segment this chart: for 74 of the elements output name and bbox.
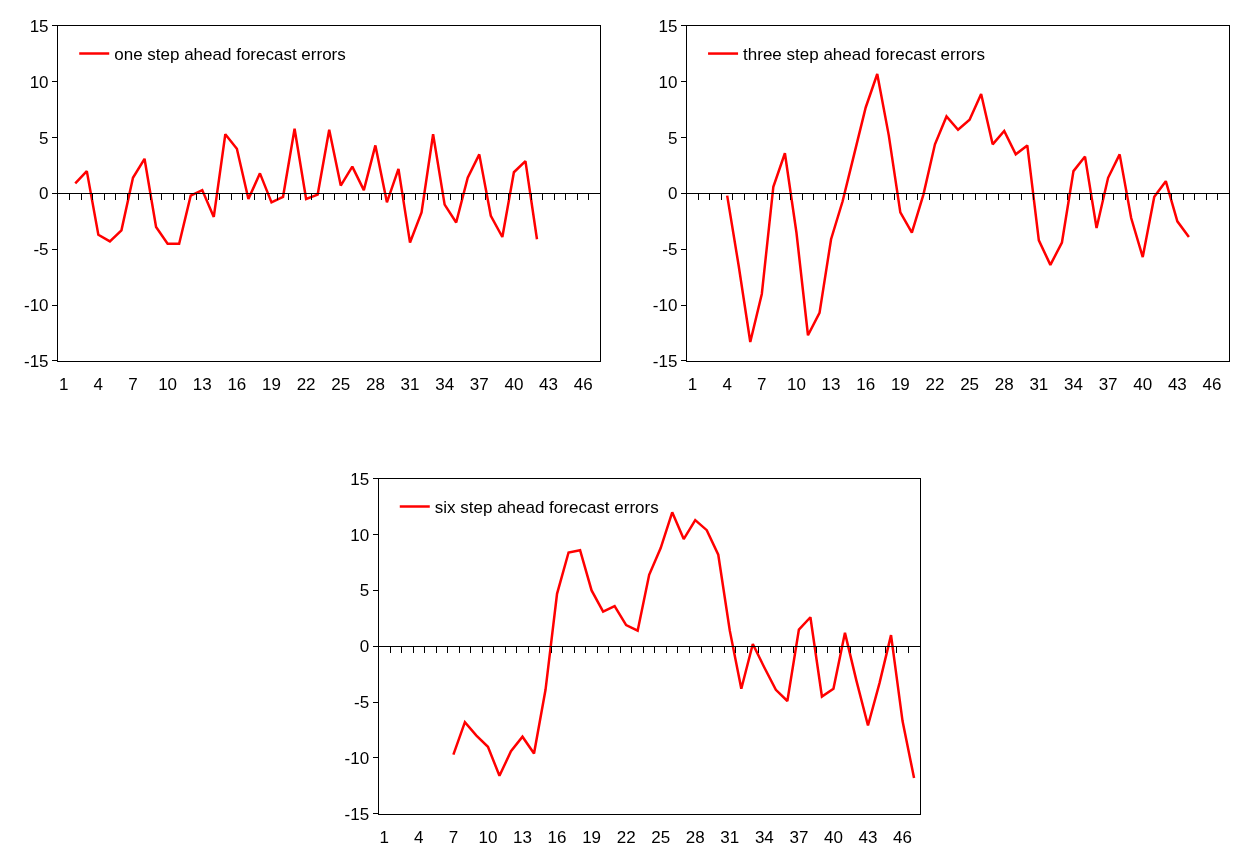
- x-tick-label: 25: [651, 828, 671, 848]
- x-tick-label: 43: [539, 375, 558, 395]
- x-tick-label: 7: [757, 375, 767, 395]
- x-tick-label: 13: [821, 375, 841, 395]
- y-tick-label: 15: [350, 469, 370, 489]
- y-tick-label: 10: [29, 72, 49, 92]
- x-tick-label: 25: [331, 375, 351, 395]
- y-tick-label: 15: [29, 16, 49, 36]
- y-tick-label: -10: [344, 748, 370, 768]
- y-tick-label: -5: [354, 693, 370, 713]
- x-tick-label: 43: [1167, 375, 1187, 395]
- y-tick-label: -10: [23, 296, 49, 316]
- x-tick-label: 22: [616, 828, 636, 848]
- x-tick-label: 16: [547, 828, 567, 848]
- y-tick-label: 0: [667, 184, 678, 204]
- y-tick-label: 15: [658, 16, 678, 36]
- y-tick-label: -15: [344, 804, 370, 824]
- x-tick-label: 1: [687, 375, 698, 395]
- x-tick-label: 1: [58, 375, 69, 395]
- x-tick-label: 28: [685, 828, 705, 848]
- x-tick-label: 7: [448, 828, 459, 848]
- x-tick-label: 4: [722, 375, 732, 395]
- x-tick-label: 34: [435, 375, 455, 395]
- line-series: [725, 72, 1191, 344]
- x-tick-label: 28: [365, 375, 385, 395]
- x-tick-label: 37: [789, 828, 809, 848]
- x-tick-label: 4: [414, 828, 424, 848]
- x-tick-label: 46: [573, 375, 593, 395]
- line-series: [74, 127, 539, 245]
- x-tick-label: 46: [1202, 375, 1222, 395]
- x-tick-label: 19: [262, 375, 281, 395]
- x-tick-label: 13: [192, 375, 212, 395]
- x-tick-label: 25: [960, 375, 980, 395]
- y-tick-label: -15: [652, 351, 678, 371]
- x-tick-label: 22: [296, 375, 316, 395]
- y-tick-label: 10: [658, 72, 678, 92]
- x-tick-label: 19: [582, 828, 602, 848]
- y-tick-label: 0: [359, 637, 370, 657]
- x-tick-label: 10: [158, 375, 178, 395]
- x-tick-label: 34: [1064, 375, 1083, 395]
- x-tick-label: 28: [994, 375, 1014, 395]
- x-tick-label: 1: [379, 828, 390, 848]
- x-tick-label: 16: [227, 375, 247, 395]
- x-tick-label: 7: [128, 375, 138, 395]
- x-tick-label: 40: [1133, 375, 1153, 395]
- x-tick-label: 13: [513, 828, 532, 848]
- x-tick-label: 40: [504, 375, 524, 395]
- legend-label: three step ahead forecast errors: [743, 45, 985, 65]
- y-tick-label: 5: [39, 128, 49, 148]
- x-tick-label: 46: [893, 828, 912, 848]
- y-tick-label: -10: [652, 296, 678, 316]
- y-tick-label: -15: [23, 351, 49, 371]
- y-tick-label: -5: [662, 240, 678, 260]
- legend-label: six step ahead forecast errors: [434, 498, 659, 518]
- y-tick-label: -5: [33, 240, 49, 260]
- x-tick-label: 40: [823, 828, 843, 848]
- y-tick-label: 5: [359, 581, 370, 601]
- x-tick-label: 37: [469, 375, 489, 395]
- x-tick-label: 10: [478, 828, 498, 848]
- x-tick-label: 19: [890, 375, 910, 395]
- x-tick-label: 34: [754, 828, 774, 848]
- x-tick-label: 43: [858, 828, 878, 848]
- x-tick-label: 16: [856, 375, 876, 395]
- legend-label: one step ahead forecast errors: [114, 45, 346, 65]
- y-tick-label: 5: [667, 128, 678, 148]
- x-tick-label: 22: [925, 375, 945, 395]
- y-tick-label: 10: [350, 525, 370, 545]
- x-tick-label: 31: [1029, 375, 1049, 395]
- x-tick-label: 31: [400, 375, 420, 395]
- x-tick-label: 37: [1098, 375, 1118, 395]
- x-tick-label: 31: [720, 828, 740, 848]
- x-tick-label: 10: [786, 375, 806, 395]
- x-tick-label: 4: [93, 375, 104, 395]
- y-tick-label: 0: [39, 184, 49, 204]
